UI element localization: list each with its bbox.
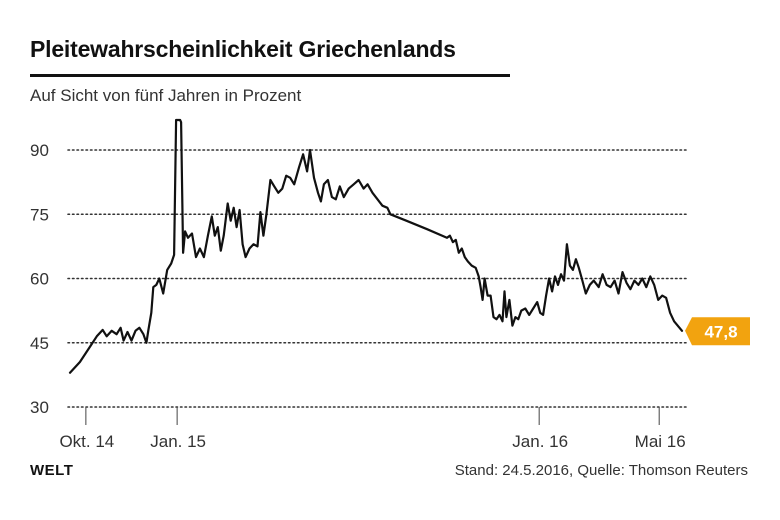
x-tick-label-0: Okt. 14: [59, 432, 114, 451]
series-group: [68, 118, 684, 374]
y-axis-ticks: 90 75 60 45 30: [30, 141, 49, 417]
grid-lines: [67, 149, 689, 408]
chart-title: Pleitewahrscheinlichkeit Griechenlands: [30, 36, 456, 62]
title-underline: [30, 74, 510, 77]
source-note: Stand: 24.5.2016, Quelle: Thomson Reuter…: [454, 462, 748, 479]
y-tick-label-45: 45: [30, 334, 49, 353]
y-tick-label-30: 30: [30, 398, 49, 417]
y-tick-label-75: 75: [30, 205, 49, 224]
chart-subtitle: Auf Sicht von fünf Jahren in Prozent: [30, 86, 302, 105]
x-axis-ticks: Okt. 14 Jan. 15 Jan. 16 Mai 16: [59, 407, 686, 451]
x-tick-label-2: Jan. 16: [512, 432, 568, 451]
brand-logo: WELT: [30, 462, 74, 479]
last-value-callout: 47,8: [685, 317, 750, 346]
x-tick-label-3: Mai 16: [635, 432, 686, 451]
last-value-badge: [685, 317, 750, 346]
y-tick-label-90: 90: [30, 141, 49, 160]
last-value-label: 47,8: [704, 322, 737, 341]
x-tick-label-1: Jan. 15: [150, 432, 206, 451]
y-tick-label-60: 60: [30, 270, 49, 289]
series-line-0: [68, 118, 684, 374]
